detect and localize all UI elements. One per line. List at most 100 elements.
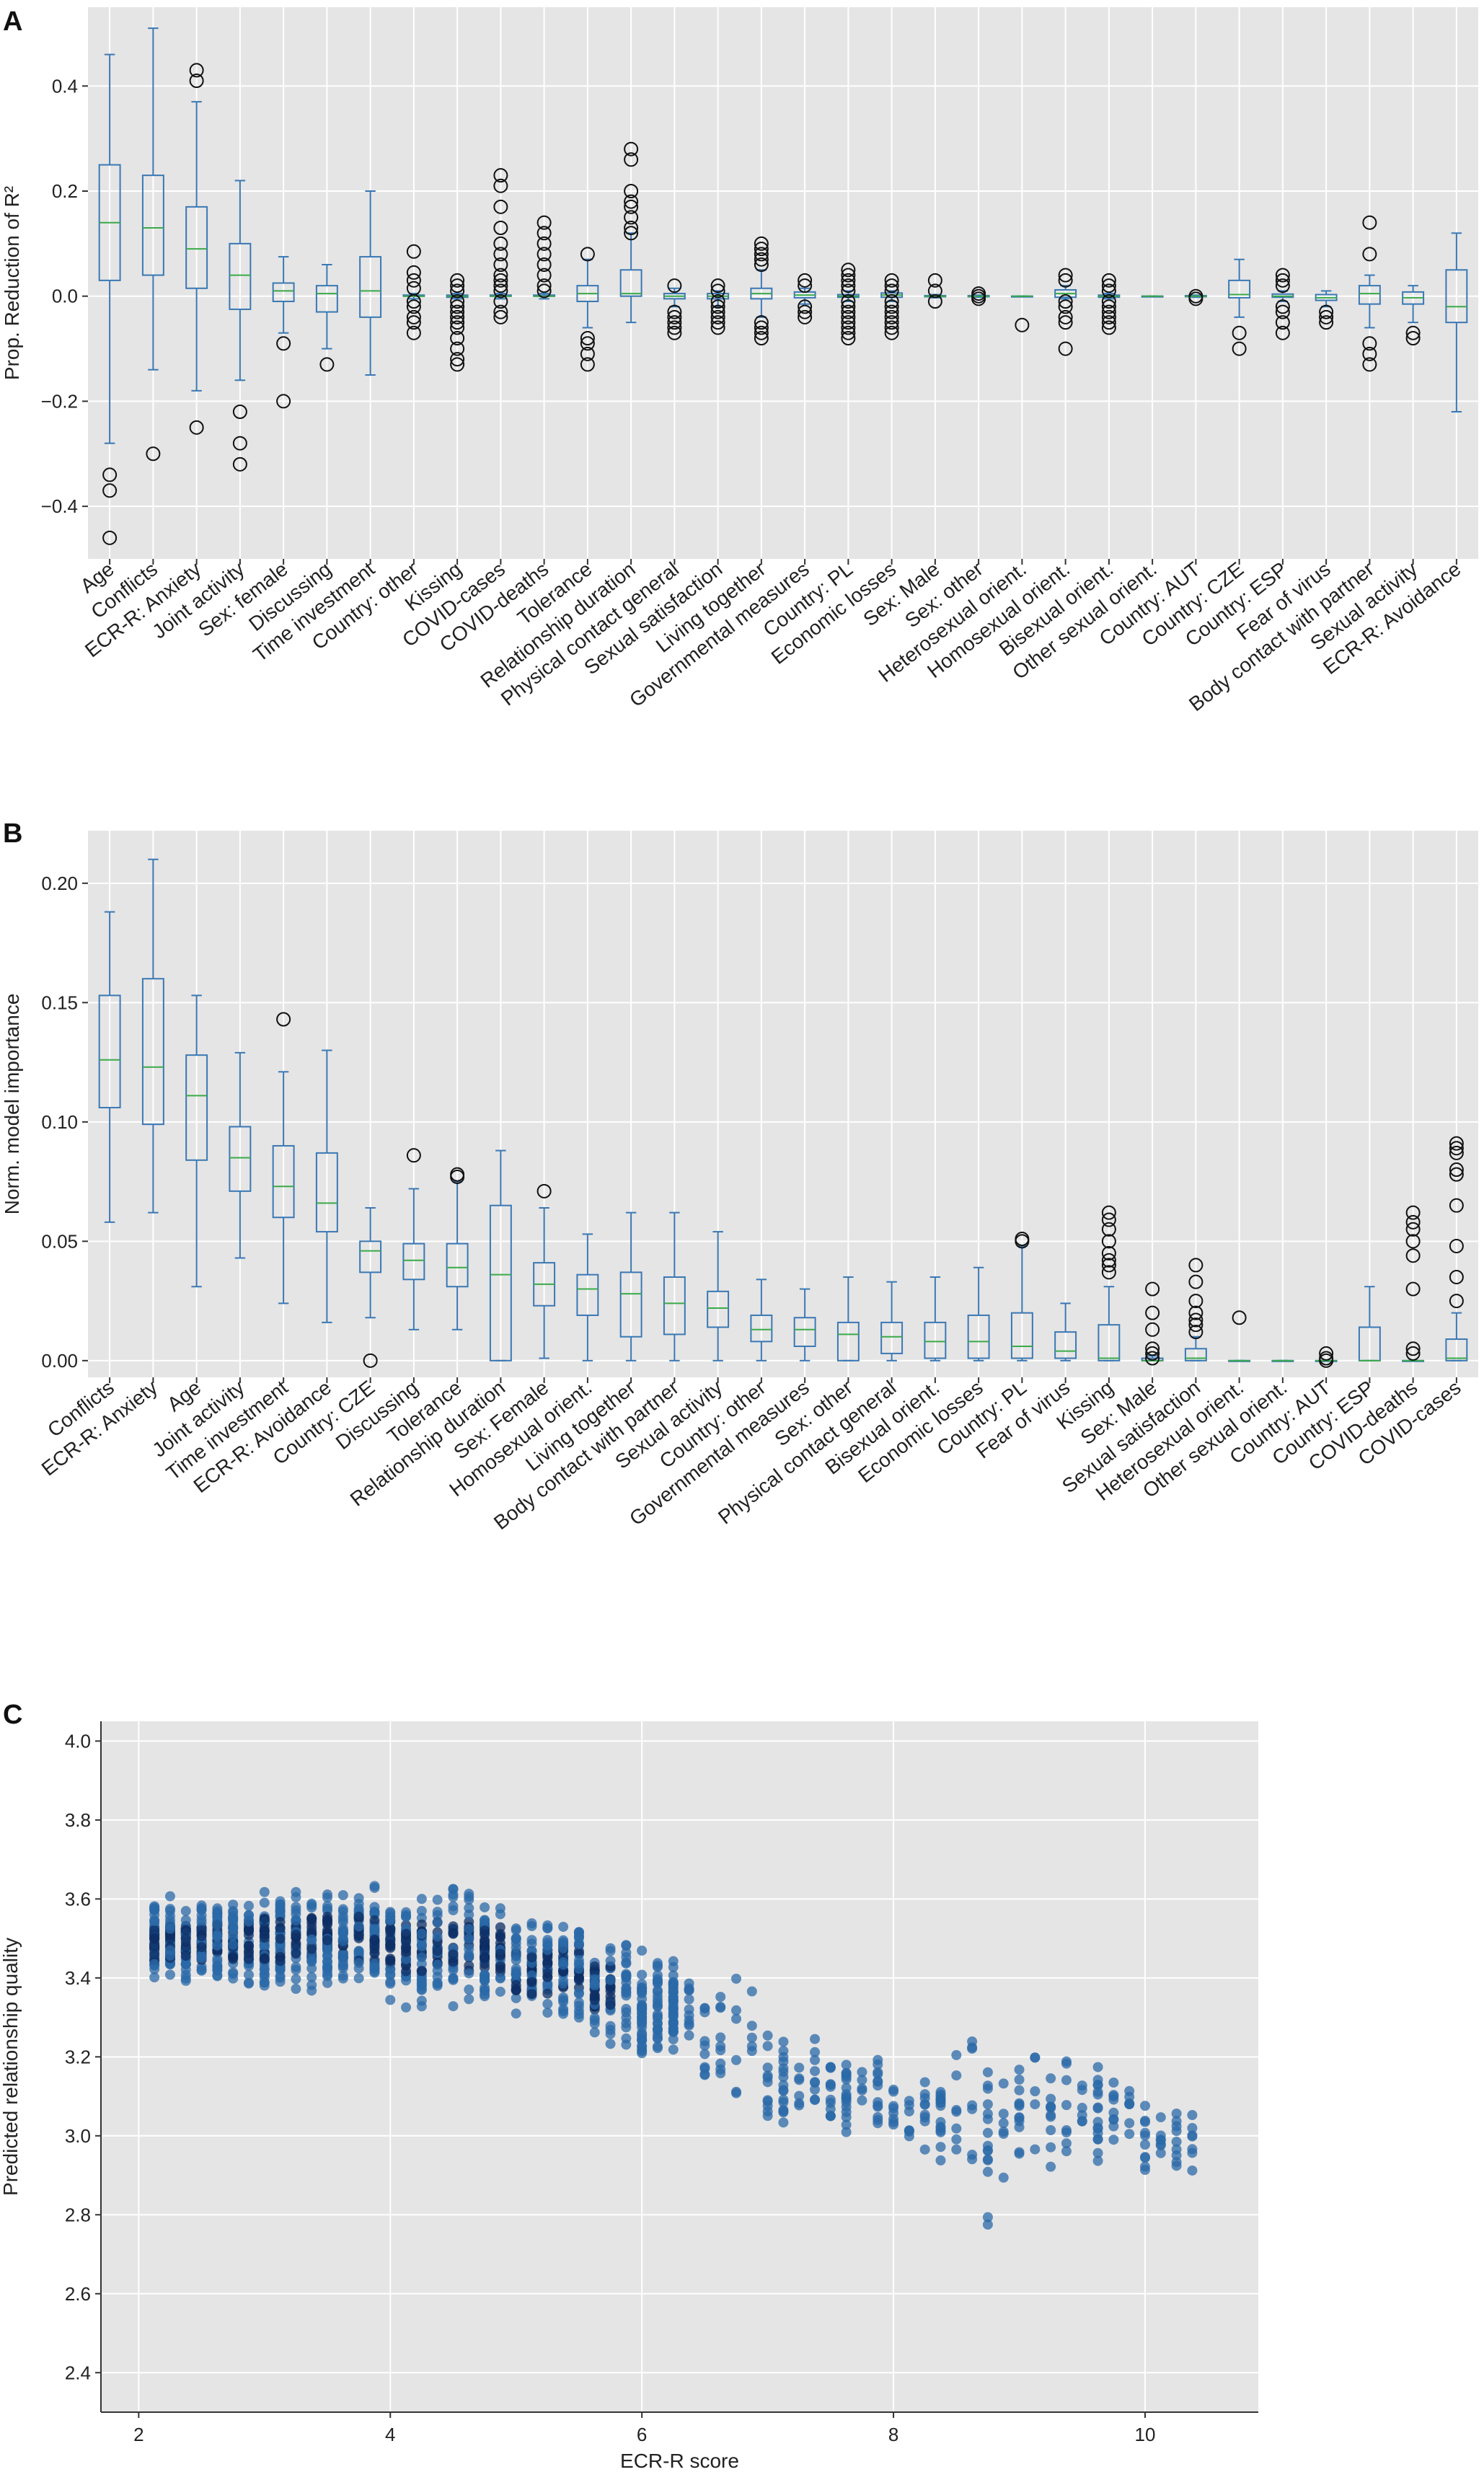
box-24 xyxy=(1097,1205,1121,1361)
outlier-point xyxy=(1275,325,1290,340)
scatter-point xyxy=(841,2111,852,2122)
outlier-point xyxy=(1405,325,1421,340)
scatter-point xyxy=(668,1986,679,1997)
scatter-point xyxy=(1046,2111,1056,2122)
outlier-point xyxy=(1145,1346,1160,1361)
box-10 xyxy=(489,1149,512,1361)
scatter-point xyxy=(857,2075,867,2085)
outlier-point xyxy=(1449,1141,1464,1156)
scatter-point xyxy=(228,1930,239,1941)
outlier-point xyxy=(1188,291,1203,306)
scatter-point xyxy=(621,1972,632,1983)
outlier-point xyxy=(1232,1310,1247,1325)
box-iqr xyxy=(924,1321,947,1359)
scatter-point xyxy=(243,1930,254,1941)
scatter-point xyxy=(212,1954,223,1964)
scatter-point xyxy=(605,1943,616,1954)
scatter-point xyxy=(464,1889,474,1899)
scatter-point xyxy=(935,2155,946,2166)
scatter-point xyxy=(746,2032,757,2043)
scatter-point xyxy=(1092,2089,1103,2100)
scatter-point xyxy=(180,1933,191,1944)
scatter-point xyxy=(149,1905,160,1916)
scatter-point xyxy=(1046,2142,1056,2153)
scatter-point xyxy=(1139,2165,1150,2176)
scatter-point xyxy=(637,2017,648,2028)
outlier-point xyxy=(1188,1294,1203,1309)
scatter-point xyxy=(1187,2130,1198,2141)
scatter-point xyxy=(1061,2056,1072,2067)
scatter-point xyxy=(1108,2090,1119,2101)
box-18 xyxy=(836,1276,860,1361)
scatter-point xyxy=(935,2142,946,2153)
scatter-point xyxy=(1092,2102,1103,2113)
scatter-point xyxy=(825,2079,836,2090)
box-32 xyxy=(1445,232,1468,412)
box-23 xyxy=(1054,268,1077,356)
outlier-point xyxy=(884,278,899,293)
scatter-point xyxy=(353,1893,364,1904)
scatter-point xyxy=(1014,2147,1025,2158)
outlier-point xyxy=(1058,294,1073,309)
outlier-point xyxy=(1275,268,1290,283)
scatter-point xyxy=(731,2005,742,2016)
box-12 xyxy=(576,1233,599,1361)
scatter-point xyxy=(401,1911,412,1922)
scatter-point xyxy=(243,1969,254,1980)
scatter-point xyxy=(542,1958,553,1969)
scatter-point xyxy=(715,1992,726,2003)
scatter-point xyxy=(337,1927,348,1938)
scatter-point xyxy=(841,2127,852,2137)
scatter-point xyxy=(306,1927,317,1938)
box-iqr xyxy=(750,1314,773,1343)
box-iqr xyxy=(489,1204,512,1361)
box-14 xyxy=(663,278,686,340)
outlier-point xyxy=(406,299,421,314)
scatter-point xyxy=(873,2054,883,2065)
scatter-point xyxy=(1124,2118,1135,2129)
scatter-point xyxy=(416,1952,427,1963)
scatter-point xyxy=(904,2100,914,2111)
scatter-point xyxy=(306,1934,317,1945)
outlier-point xyxy=(1101,278,1116,293)
outlier-point xyxy=(1058,309,1073,325)
outlier-point xyxy=(1101,299,1116,314)
outlier-point xyxy=(841,283,856,299)
scatter-point xyxy=(684,2030,694,2041)
outlier-point xyxy=(450,331,465,345)
outlier-point xyxy=(580,247,595,262)
box-2 xyxy=(141,858,164,1214)
box-3 xyxy=(185,63,208,435)
scatter-point xyxy=(480,1953,490,1964)
scatter-point xyxy=(1046,2103,1056,2114)
scatter-point xyxy=(668,2008,679,2018)
scatter-point xyxy=(1108,2135,1119,2145)
scatter-point xyxy=(558,1995,569,2005)
scatter-point xyxy=(385,1907,396,1917)
scatter-point xyxy=(652,1974,663,1985)
scatter-point xyxy=(511,1979,521,1990)
outlier-point xyxy=(1449,1238,1464,1253)
outlier-point xyxy=(406,294,421,309)
x-tick-label: 2 xyxy=(133,2424,143,2445)
box-21 xyxy=(967,286,990,306)
scatter-point xyxy=(212,1920,223,1930)
box-iqr xyxy=(576,1273,599,1316)
outlier-point xyxy=(1058,273,1073,288)
y-tick-label: 0.0 xyxy=(52,286,78,307)
scatter-point xyxy=(448,1949,459,1960)
outlier-point xyxy=(189,63,204,78)
scatter-point xyxy=(951,2105,962,2116)
outlier-point xyxy=(406,309,421,325)
box-iqr xyxy=(229,242,252,310)
scatter-point xyxy=(164,1891,175,1902)
outlier-point xyxy=(841,294,856,309)
scatter-point xyxy=(385,1956,396,1966)
scatter-point xyxy=(448,1921,459,1932)
outlier-point xyxy=(667,309,682,325)
outlier-point xyxy=(406,1148,421,1163)
outlier-point xyxy=(102,467,118,482)
scatter-point xyxy=(1014,2099,1025,2110)
scatter-point xyxy=(259,1886,270,1897)
